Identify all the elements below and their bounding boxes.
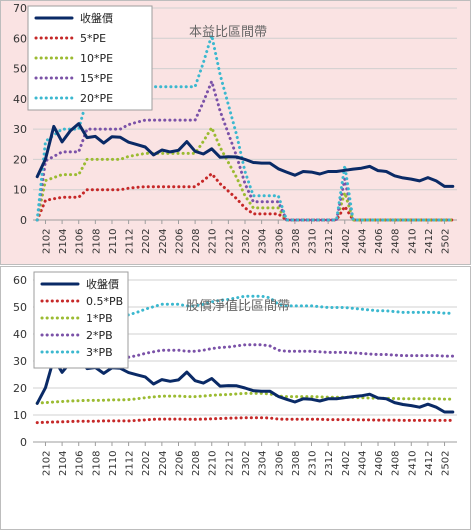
pe-legend-label-1: 5*PE: [80, 32, 106, 45]
pb-x-tick-label: 2302: [241, 451, 252, 476]
pb-legend-label-4: 3*PB: [86, 346, 113, 359]
pe-series-line-1: [35, 172, 455, 222]
pe-series-line-0: [35, 122, 455, 188]
pb-x-tick-label: 2308: [291, 451, 302, 476]
pb-x-tick-label: 2410: [407, 451, 418, 476]
pb-series-line-3: [35, 343, 455, 366]
pb-x-tick-label: 2404: [357, 451, 368, 476]
pb-band-chart-svg: 0 10 20 30 40 50 60 2102 2104 2106 2108 2110 2112 220…: [0, 266, 471, 530]
pe-y-tick-label: 50: [13, 63, 27, 76]
pb-x-tick-label: 2112: [125, 451, 136, 476]
pe-legend: [27, 5, 153, 111]
pb-y-tick-label: 40: [13, 328, 27, 341]
pe-x-tick-label: 2104: [58, 229, 69, 254]
pe-band-chart-svg: 0 10 20 30 40 50 60 70 2102 2104 2106 2108 2110 2112 2…: [0, 0, 471, 265]
pe-legend-label-0: 收盤價: [80, 11, 113, 25]
pe-y-tick-label: 10: [13, 184, 27, 197]
pe-x-tick-label: 2404: [357, 229, 368, 254]
pe-x-tick-label: 2408: [391, 229, 402, 254]
pb-x-tick-label: 2402: [341, 451, 352, 476]
pb-x-tick-label: 2202: [141, 451, 152, 476]
pb-x-tick-label: 2110: [108, 451, 119, 476]
pe-x-tick-label: 2312: [324, 229, 335, 254]
pe-x-tick-label: 2208: [191, 229, 202, 254]
pb-x-tick-label: 2204: [158, 451, 169, 476]
pb-y-tick-label: 60: [13, 274, 27, 287]
pe-x-tick-label: 2412: [424, 229, 435, 254]
pb-series-line-1: [35, 416, 455, 425]
pe-x-tick-label: 2106: [75, 229, 86, 254]
pb-x-tick-label: 2502: [441, 451, 452, 476]
pb-y-tick-label: 0: [20, 436, 27, 449]
pe-legend-label-3: 15*PE: [80, 72, 113, 85]
pe-y-tick-label: 0: [20, 214, 27, 227]
pe-x-tick-label: 2304: [258, 229, 269, 254]
pb-band-chart: 0 10 20 30 40 50 60 2102 2104 2106 2108 2110 2112 220…: [0, 266, 471, 530]
pb-y-tick-label: 50: [13, 301, 27, 314]
pb-x-tick-label: 2106: [75, 451, 86, 476]
pb-x-tick-label: 2312: [324, 451, 335, 476]
pb-legend-label-2: 1*PB: [86, 312, 113, 325]
pe-x-tick-label: 2406: [374, 229, 385, 254]
pb-legend: [33, 271, 129, 369]
pb-legend-label-3: 2*PB: [86, 329, 113, 342]
pb-x-tick-label: 2212: [224, 451, 235, 476]
pe-band-chart: 0 10 20 30 40 50 60 70 2102 2104 2106 2108 2110 2112 2…: [0, 0, 471, 265]
pe-x-tick-label: 2502: [441, 229, 452, 254]
pb-x-tick-label: 2310: [308, 451, 319, 476]
pe-x-tick-label: 2302: [241, 229, 252, 254]
pe-x-tick-label: 2310: [308, 229, 319, 254]
pe-x-tick-label: 2210: [208, 229, 219, 254]
pb-x-tick-label: 2206: [174, 451, 185, 476]
pe-x-tick-label: 2206: [174, 229, 185, 254]
pb-x-tick-label: 2210: [208, 451, 219, 476]
pe-legend-label-2: 10*PE: [80, 52, 113, 65]
pe-x-tick-label: 2402: [341, 229, 352, 254]
pb-y-tick-label: 30: [13, 355, 27, 368]
pe-x-tick-label: 2204: [158, 229, 169, 254]
pb-x-tick-label: 2406: [374, 451, 385, 476]
pb-y-tick-label: 20: [13, 382, 27, 395]
pe-x-tick-label: 2212: [224, 229, 235, 254]
pb-x-tick-label: 2102: [41, 451, 52, 476]
pb-x-tick-label: 2108: [91, 451, 102, 476]
pe-y-tick-label: 30: [13, 123, 27, 136]
pb-x-tick-label: 2104: [58, 451, 69, 476]
pb-legend-label-0: 收盤價: [86, 277, 119, 291]
pe-x-tick-label: 2108: [91, 229, 102, 254]
pe-x-tick-label: 2306: [274, 229, 285, 254]
pb-legend-label-1: 0.5*PB: [86, 295, 123, 308]
pb-x-tick-label: 2208: [191, 451, 202, 476]
pe-y-tick-label: 40: [13, 93, 27, 106]
pb-y-tick-label: 10: [13, 409, 27, 422]
pe-y-tick-label: 20: [13, 153, 27, 166]
pb-series-line-0: [35, 354, 455, 414]
pe-x-tick-label: 2112: [125, 229, 136, 254]
pb-x-tick-label: 2304: [258, 451, 269, 476]
pb-x-tick-label: 2412: [424, 451, 435, 476]
pe-x-tick-label: 2410: [407, 229, 418, 254]
pe-y-tick-label: 70: [13, 2, 27, 15]
pb-x-tick-label: 2306: [274, 451, 285, 476]
pe-chart-title: 本益比區間帶: [189, 25, 267, 40]
pe-legend-label-4: 20*PE: [80, 92, 113, 105]
pb-x-tick-label: 2408: [391, 451, 402, 476]
pe-x-tick-label: 2102: [41, 229, 52, 254]
pe-y-tick-label: 60: [13, 32, 27, 45]
pe-x-tick-label: 2202: [141, 229, 152, 254]
pb-chart-title: 股價淨值比區間帶: [186, 298, 290, 314]
pe-x-tick-label: 2110: [108, 229, 119, 254]
pe-x-tick-label: 2308: [291, 229, 302, 254]
